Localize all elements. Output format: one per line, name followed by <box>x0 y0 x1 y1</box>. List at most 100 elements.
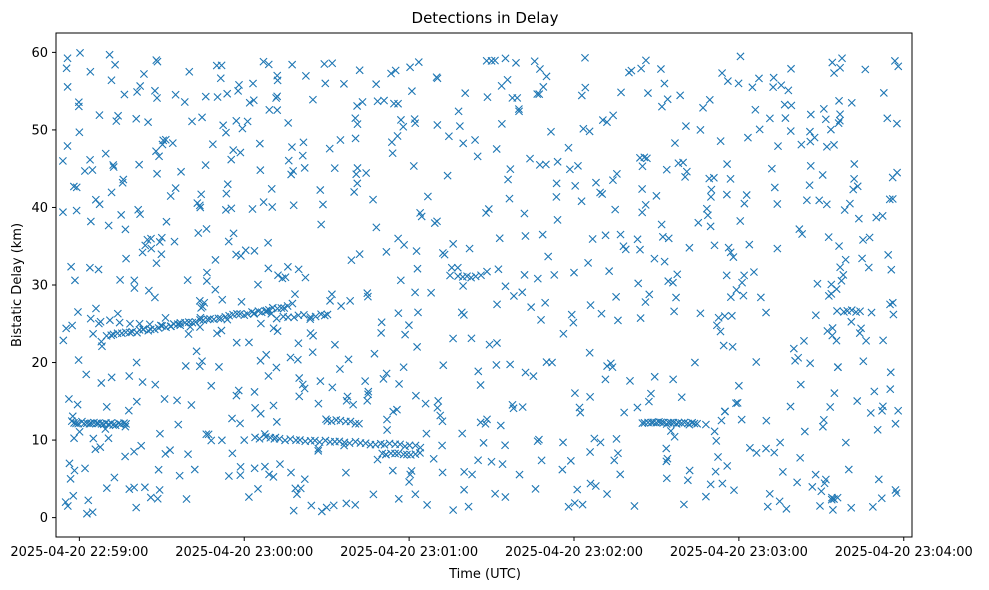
data-point <box>611 205 620 214</box>
data-point <box>664 234 673 243</box>
data-point <box>91 304 100 313</box>
data-point <box>400 240 409 249</box>
data-point <box>156 321 165 330</box>
data-point <box>726 248 735 257</box>
data-point <box>458 429 467 438</box>
data-point <box>405 441 414 450</box>
data-point <box>214 314 223 323</box>
data-point <box>818 422 827 431</box>
data-point <box>243 310 252 319</box>
data-point <box>569 318 578 327</box>
data-point <box>782 504 791 513</box>
data-point <box>289 506 298 515</box>
data-point <box>627 66 636 75</box>
data-point <box>723 160 732 169</box>
data-point <box>850 174 859 183</box>
data-point <box>417 212 426 221</box>
data-point <box>401 330 410 339</box>
data-point <box>364 390 373 399</box>
data-point <box>858 254 867 263</box>
data-point <box>396 276 405 285</box>
data-point <box>893 168 902 177</box>
data-point <box>251 433 260 442</box>
data-point <box>501 282 510 291</box>
data-point <box>89 434 98 443</box>
data-point <box>59 336 68 345</box>
data-point <box>68 412 77 421</box>
data-point <box>518 403 527 412</box>
data-point <box>559 329 568 338</box>
data-point <box>291 484 300 493</box>
data-point <box>585 127 594 136</box>
data-point <box>341 468 350 477</box>
data-point <box>570 268 578 277</box>
data-point <box>722 190 731 199</box>
data-point <box>290 313 299 322</box>
data-point <box>221 128 230 137</box>
data-point <box>320 60 329 68</box>
data-point <box>484 205 493 214</box>
data-point <box>372 223 381 232</box>
data-point <box>662 444 671 453</box>
data-point <box>520 270 529 279</box>
data-point <box>552 179 561 188</box>
data-point <box>380 440 389 449</box>
data-point <box>837 276 846 285</box>
data-point <box>337 302 346 311</box>
data-point <box>213 329 222 338</box>
data-point <box>295 436 304 445</box>
data-point <box>414 58 423 67</box>
data-point <box>147 244 156 253</box>
data-point <box>819 415 828 424</box>
data-point <box>352 170 361 179</box>
data-point <box>439 361 448 370</box>
data-point <box>630 501 639 510</box>
data-point <box>584 258 593 267</box>
data-point <box>826 402 835 411</box>
data-point <box>891 419 900 428</box>
data-point <box>703 211 712 220</box>
data-point <box>268 203 277 212</box>
data-point <box>166 192 175 200</box>
data-point <box>763 502 772 511</box>
data-point <box>256 356 265 365</box>
data-point <box>413 264 422 273</box>
data-point <box>284 156 293 165</box>
data-point <box>815 196 824 205</box>
data-point <box>113 309 122 318</box>
data-point <box>136 82 145 91</box>
data-point <box>535 160 544 169</box>
data-point <box>144 326 153 335</box>
data-point <box>401 442 410 451</box>
data-point <box>806 110 815 119</box>
data-point <box>391 66 400 75</box>
data-point <box>82 370 91 379</box>
data-point <box>211 285 220 294</box>
data-point <box>399 363 408 372</box>
data-point <box>329 501 338 510</box>
data-point <box>776 438 785 447</box>
data-point <box>382 247 391 256</box>
data-point <box>132 358 141 367</box>
data-point <box>283 302 292 310</box>
data-point <box>389 99 398 108</box>
data-point <box>293 355 302 364</box>
data-point <box>273 106 282 115</box>
data-point <box>749 268 758 277</box>
data-point <box>832 336 841 345</box>
data-point <box>146 493 155 502</box>
data-point <box>443 171 452 180</box>
data-point <box>874 475 883 484</box>
data-point <box>748 83 757 92</box>
data-point <box>195 201 204 210</box>
data-point <box>474 367 483 376</box>
data-point <box>482 208 491 217</box>
data-point <box>591 178 600 187</box>
data-point <box>834 119 843 128</box>
data-point <box>202 430 211 439</box>
data-point <box>158 140 167 149</box>
data-point <box>150 86 159 95</box>
data-point <box>690 419 699 428</box>
data-point <box>196 322 204 331</box>
data-point <box>353 101 362 110</box>
